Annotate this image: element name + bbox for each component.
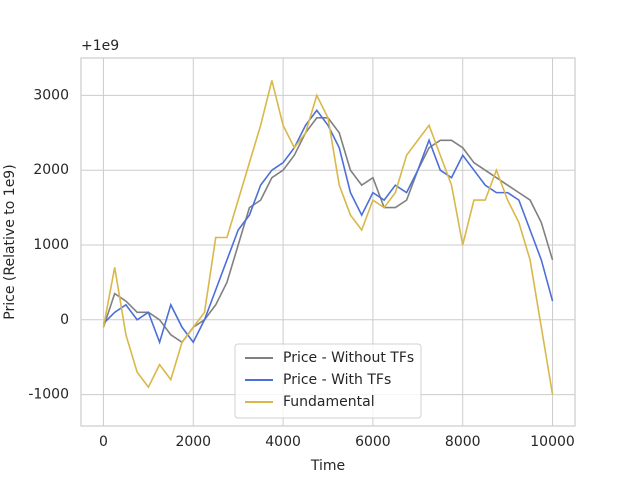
y-tick-label: -1000 (28, 387, 69, 403)
x-tick-label: 10000 (530, 434, 575, 450)
x-tick-label: 0 (99, 434, 108, 450)
legend-label: Fundamental (283, 394, 375, 410)
y-axis-label: Price (Relative to 1e9) (2, 164, 18, 319)
x-tick-label: 8000 (445, 434, 481, 450)
offset-text: +1e9 (81, 38, 119, 54)
plot-frame (80, 57, 576, 427)
series-line (102, 109, 554, 345)
y-tick-label: 1000 (33, 237, 69, 253)
x-tick-label: 6000 (355, 434, 391, 450)
x-tick-label: 4000 (265, 434, 301, 450)
legend-box (234, 343, 422, 419)
y-tick-label: 2000 (33, 162, 69, 178)
y-tick-label: 3000 (33, 87, 69, 103)
series-line (102, 80, 554, 395)
y-tick-label: 0 (60, 312, 69, 328)
x-axis-label: Time (310, 458, 345, 474)
x-tick-label: 2000 (175, 434, 211, 450)
legend-label: Price - Without TFs (283, 350, 414, 366)
legend-label: Price - With TFs (283, 372, 391, 388)
